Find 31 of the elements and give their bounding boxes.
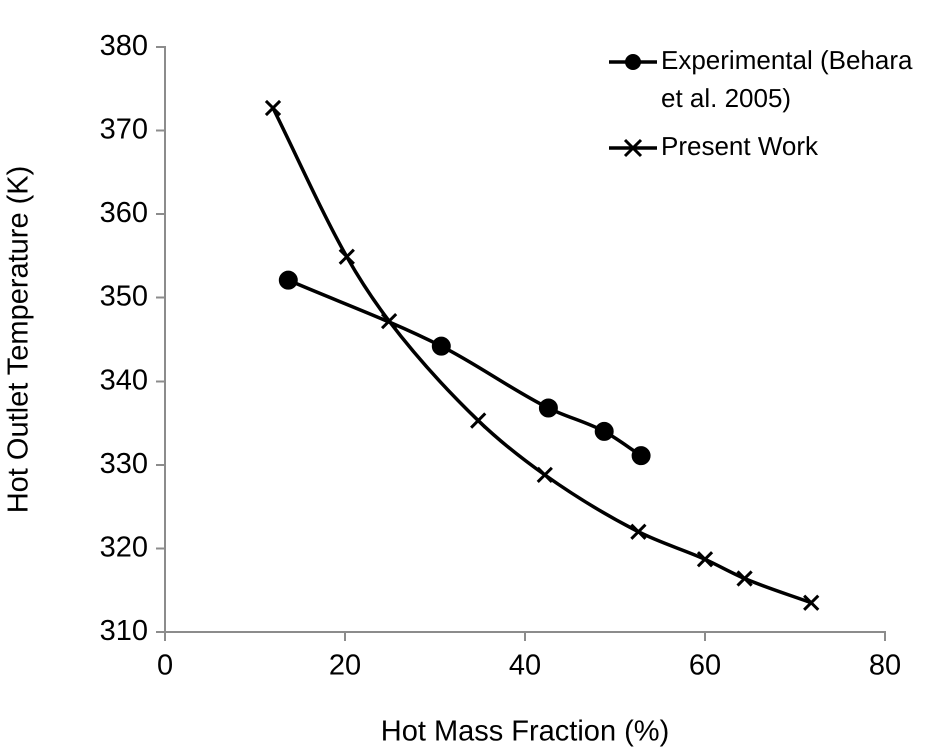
y-axis-title: Hot Outlet Temperature (K)	[2, 166, 34, 514]
legend-label: Present Work	[661, 131, 820, 162]
y-tick-label: 380	[100, 30, 148, 62]
point	[380, 312, 398, 330]
y-tick-label: 320	[100, 531, 148, 564]
point	[470, 412, 487, 430]
x-tick-label: 80	[868, 649, 902, 682]
x-tick-label: 20	[328, 649, 362, 682]
y-tick-label: 330	[100, 448, 148, 480]
point	[338, 248, 356, 266]
x-tick-label: 60	[688, 649, 722, 682]
point	[802, 594, 820, 612]
y-tick-label: 340	[100, 364, 148, 396]
x-tick-label: 0	[156, 649, 174, 682]
point	[432, 336, 451, 356]
point	[264, 99, 282, 117]
point	[278, 270, 298, 290]
point	[696, 550, 714, 568]
x-tick-label: 40	[508, 649, 542, 682]
y-tick-label: 350	[100, 280, 148, 313]
point	[538, 398, 558, 418]
point	[536, 466, 554, 484]
y-tick-label: 310	[100, 615, 148, 647]
y-tick-label: 370	[100, 114, 148, 146]
point	[630, 523, 647, 540]
y-tick-label: 360	[100, 197, 148, 230]
point	[594, 422, 614, 441]
point	[736, 570, 754, 588]
x-axis-title: Hot Mass Fraction (%)	[380, 716, 670, 748]
legend-label: Experimental (Behara et al. 2005)	[661, 45, 913, 114]
point	[632, 446, 651, 466]
